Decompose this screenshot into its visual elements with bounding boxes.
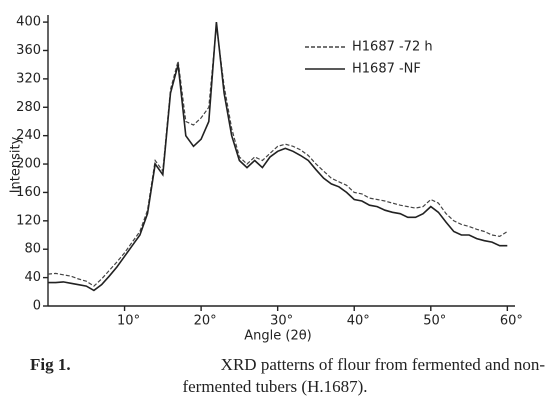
- caption-line: XRD patterns of flour from fermented and…: [221, 355, 546, 374]
- x-tick-label: 30°: [270, 314, 293, 329]
- y-tick-label: 360: [16, 43, 41, 58]
- data-line: [48, 22, 508, 292]
- y-tick-label: 280: [16, 100, 41, 115]
- x-tick-label: 50°: [423, 314, 446, 329]
- x-tick-label: 60°: [500, 314, 523, 329]
- y-axis-label: Intensity: [9, 136, 24, 193]
- y-tick-label: 120: [16, 213, 41, 228]
- y-tick-label: 80: [24, 242, 41, 257]
- caption-label: Fig 1.: [30, 355, 71, 374]
- y-tick-label: 160: [16, 185, 41, 200]
- y-tick-label: 0: [33, 299, 41, 314]
- data-line: [47, 25, 508, 287]
- y-tick-label: 40: [24, 270, 41, 285]
- legend-label: H1687 -72 h: [352, 40, 433, 55]
- legend-label: H1687 -NF: [352, 62, 421, 77]
- y-tick-label: 400: [16, 15, 41, 30]
- x-tick-label: 10°: [117, 314, 140, 329]
- y-tick-label: 200: [16, 157, 41, 172]
- x-tick-label: 40°: [347, 314, 370, 329]
- y-tick-label: 320: [16, 71, 41, 86]
- x-axis-label: Angle (2θ): [244, 329, 312, 344]
- caption-line: fermented tubers (H.1687).: [182, 377, 367, 396]
- y-tick-label: 240: [16, 128, 41, 143]
- x-tick-label: 20°: [194, 314, 217, 329]
